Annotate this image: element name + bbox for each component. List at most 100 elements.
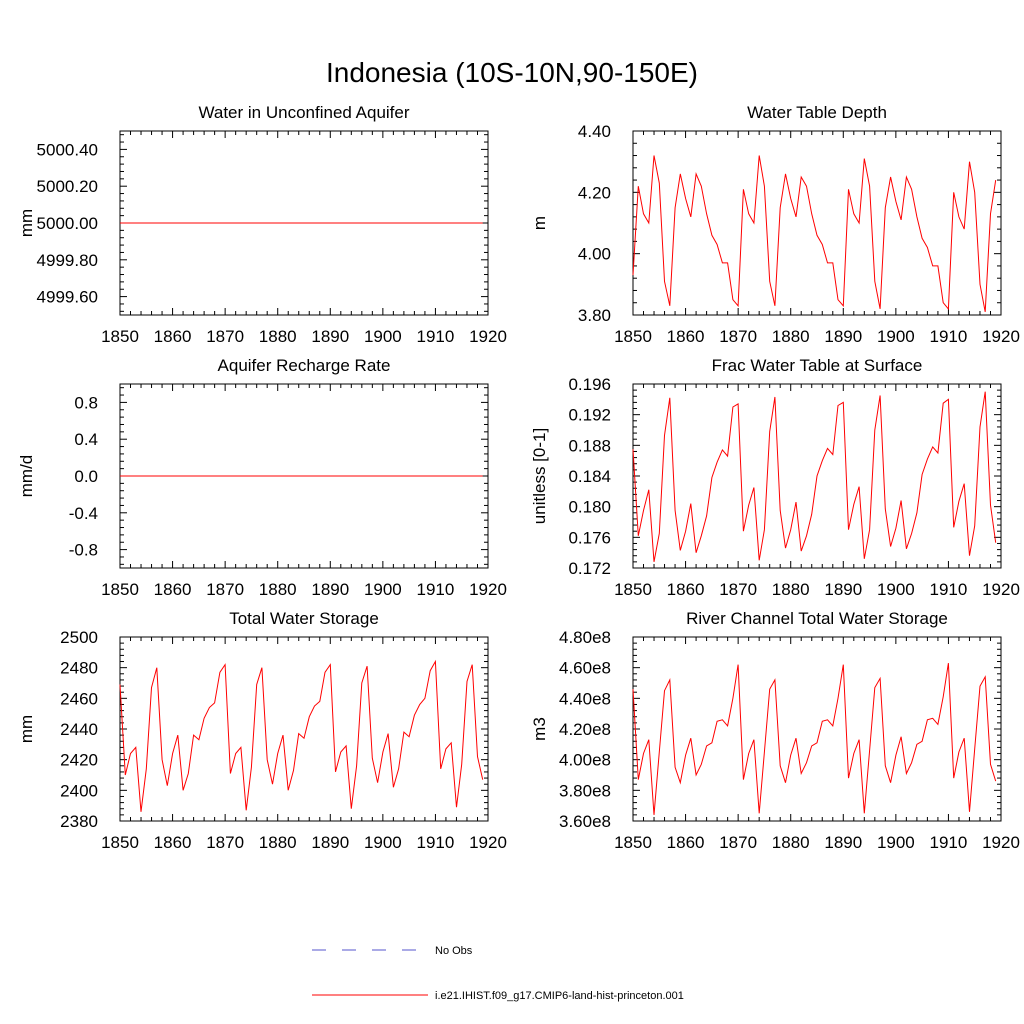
x-tick-label: 1920: [982, 580, 1020, 599]
y-tick-label: 4.20: [578, 183, 611, 202]
y-tick-label: -0.8: [69, 541, 98, 560]
x-tick-label: 1850: [614, 327, 652, 346]
x-tick-label: 1870: [719, 580, 757, 599]
panel-title: Aquifer Recharge Rate: [218, 356, 391, 375]
x-tick-label: 1880: [259, 833, 297, 852]
panel-1: Water in Unconfined Aquifer mm 1850 1860 187…: [17, 103, 507, 346]
x-tick-label: 1910: [930, 327, 968, 346]
legend-label-no-obs: No Obs: [435, 945, 473, 957]
x-tick-label: 1900: [877, 580, 915, 599]
x-tick-label: 1880: [772, 580, 810, 599]
y-tick-label: 2480: [60, 659, 98, 678]
x-tick-label: 1920: [469, 327, 507, 346]
x-tick-label: 1890: [824, 833, 862, 852]
panel-title: Water Table Depth: [747, 103, 887, 122]
y-tick-label: 2400: [60, 781, 98, 800]
x-tick-label: 1860: [154, 833, 192, 852]
x-tick-label: 1890: [824, 327, 862, 346]
y-tick-label: 0.188: [568, 436, 611, 455]
x-tick-label: 1920: [982, 327, 1020, 346]
y-tick-label: 0.196: [568, 375, 611, 394]
y-tick-label: 3.60e8: [559, 812, 611, 831]
x-tick-label: 1890: [311, 327, 349, 346]
y-tick-label: 0.192: [568, 406, 611, 425]
x-tick-label: 1870: [719, 327, 757, 346]
x-tick-label: 1880: [259, 580, 297, 599]
y-tick-label: 4.00e8: [559, 751, 611, 770]
x-tick-label: 1910: [417, 327, 455, 346]
y-axis-label: mm: [17, 715, 36, 743]
x-tick-label: 1910: [417, 833, 455, 852]
x-tick-label: 1860: [667, 833, 705, 852]
series-line-1: [119, 659, 484, 812]
panel-title: Total Water Storage: [229, 609, 379, 628]
y-tick-label: 2440: [60, 720, 98, 739]
x-tick-label: 1860: [667, 327, 705, 346]
plot-frame: [119, 636, 489, 822]
x-tick-label: 1850: [614, 580, 652, 599]
x-tick-label: 1880: [259, 327, 297, 346]
y-tick-label: 4.20e8: [559, 720, 611, 739]
x-tick-label: 1900: [877, 833, 915, 852]
x-tick-label: 1850: [101, 327, 139, 346]
panel-title: Water in Unconfined Aquifer: [198, 103, 409, 122]
y-tick-label: 2380: [60, 812, 98, 831]
y-tick-label: -0.4: [69, 504, 98, 523]
x-tick-label: 1920: [982, 833, 1020, 852]
panel-3: Aquifer Recharge Rate mm/d 1850 1860 1870 188…: [17, 356, 507, 599]
y-tick-label: 4999.60: [37, 288, 98, 307]
x-tick-label: 1870: [719, 833, 757, 852]
legend: No Obs i.e21.IHIST.f09_g17.CMIP6-land-hi…: [312, 945, 684, 1002]
x-tick-label: 1900: [877, 327, 915, 346]
x-tick-label: 1850: [614, 833, 652, 852]
y-tick-label: 4.00: [578, 245, 611, 264]
x-tick-label: 1860: [667, 580, 705, 599]
y-tick-label: 4.40: [578, 122, 611, 141]
y-tick-label: 2460: [60, 689, 98, 708]
x-tick-label: 1870: [206, 580, 244, 599]
figure-title: Indonesia (10S-10N,90-150E): [326, 57, 698, 88]
series-line-1: [632, 663, 997, 815]
x-tick-label: 1900: [364, 327, 402, 346]
x-tick-label: 1890: [311, 833, 349, 852]
y-tick-label: 3.80e8: [559, 781, 611, 800]
x-tick-label: 1910: [930, 833, 968, 852]
x-tick-label: 1870: [206, 833, 244, 852]
y-tick-label: 5000.00: [37, 214, 98, 233]
x-tick-label: 1920: [469, 580, 507, 599]
x-tick-label: 1870: [206, 327, 244, 346]
x-tick-label: 1890: [824, 580, 862, 599]
x-tick-label: 1880: [772, 327, 810, 346]
x-tick-label: 1860: [154, 580, 192, 599]
y-tick-label: 5000.20: [37, 177, 98, 196]
x-tick-label: 1860: [154, 327, 192, 346]
y-tick-label: 4.80e8: [559, 628, 611, 647]
panel-6: River Channel Total Water Storage m3 1850 1…: [530, 609, 1020, 852]
y-axis-label: mm/d: [17, 455, 36, 498]
y-tick-label: 0.8: [74, 393, 98, 412]
panel-title: Frac Water Table at Surface: [712, 356, 923, 375]
y-axis-label: m3: [530, 717, 549, 741]
x-tick-label: 1880: [772, 833, 810, 852]
panel-4: Frac Water Table at Surface unitless [0-1…: [530, 356, 1020, 599]
x-tick-label: 1910: [417, 580, 455, 599]
series-line-1: [632, 391, 997, 562]
panel-2: Water Table Depth m 1850 1860 1870 1880 1890 19…: [530, 103, 1020, 346]
plot-frame: [632, 636, 1002, 822]
x-tick-label: 1890: [311, 580, 349, 599]
x-tick-label: 1900: [364, 833, 402, 852]
y-axis-label: unitless [0-1]: [530, 428, 549, 524]
x-tick-label: 1920: [469, 833, 507, 852]
y-axis-label: m: [530, 216, 549, 230]
panel-title: River Channel Total Water Storage: [686, 609, 948, 628]
panels-group: Water in Unconfined Aquifer mm 1850 1860 187…: [17, 103, 1020, 852]
y-tick-label: 2420: [60, 751, 98, 770]
y-tick-label: 5000.40: [37, 140, 98, 159]
y-tick-label: 0.180: [568, 498, 611, 517]
x-tick-label: 1900: [364, 580, 402, 599]
y-tick-label: 3.80: [578, 306, 611, 325]
y-tick-label: 0.184: [568, 467, 611, 486]
x-tick-label: 1910: [930, 580, 968, 599]
y-tick-label: 4999.80: [37, 251, 98, 270]
